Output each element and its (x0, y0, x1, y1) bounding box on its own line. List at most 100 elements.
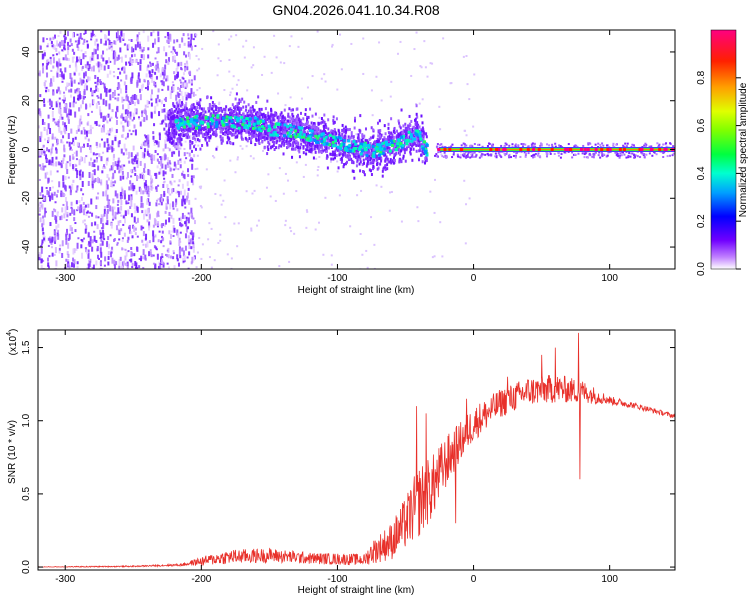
noise-dot (54, 230, 57, 235)
noise-dot (95, 62, 98, 66)
band-dot (202, 128, 205, 132)
noise-dot (101, 229, 104, 235)
noise-dot (122, 33, 125, 40)
band-dot (267, 140, 270, 144)
noise-dot (139, 160, 142, 166)
band-dot (315, 144, 318, 148)
noise-dot (78, 36, 81, 39)
noise-dot (56, 211, 59, 217)
band-dot (281, 119, 284, 123)
noise-dot (178, 249, 181, 256)
noise-dot (168, 45, 171, 48)
noise-dot (138, 88, 141, 93)
band-dot (272, 140, 275, 144)
scatter-dot (245, 190, 248, 193)
noise-dot (107, 113, 110, 118)
scatter-dot (472, 125, 475, 128)
noise-dot (110, 180, 113, 187)
noise-dot (57, 120, 60, 127)
noise-dot (58, 58, 61, 63)
core-dot (345, 148, 349, 152)
band-dot (416, 115, 419, 119)
noise-dot (123, 43, 126, 46)
noise-dot (107, 251, 110, 256)
noise-dot (133, 216, 136, 223)
noise-dot (153, 80, 156, 86)
scatter-dot (275, 115, 278, 118)
noise-dot (94, 221, 97, 226)
band-dot (326, 133, 329, 137)
noise-dot (135, 160, 138, 165)
noise-dot (63, 94, 66, 100)
band-dot (170, 111, 173, 115)
band-dot (299, 118, 302, 122)
noise-dot (172, 235, 175, 238)
noise-dot (107, 30, 110, 36)
noise-dot (126, 132, 129, 137)
noise-dot (100, 63, 103, 68)
band-dot (369, 158, 372, 162)
scatter-dot (224, 216, 227, 219)
band-dot (369, 161, 372, 165)
core-dot (182, 120, 186, 124)
noise-dot (59, 30, 62, 34)
noise-dot (159, 262, 162, 269)
noise-dot (192, 91, 195, 97)
core-dot (194, 123, 198, 127)
band-dot (306, 130, 309, 134)
band-dot (291, 108, 294, 112)
band-dot (309, 107, 312, 111)
scatter-dot (262, 149, 265, 152)
scatter-dot (229, 94, 232, 97)
band-dot (257, 138, 260, 142)
noise-dot (99, 243, 102, 247)
scatter-dot (293, 232, 296, 235)
noise-dot (136, 81, 139, 88)
noise-dot (161, 88, 164, 91)
noise-dot (76, 43, 79, 48)
noise-dot (98, 143, 101, 148)
band-dot (384, 157, 387, 161)
core-dot (188, 124, 192, 128)
noise-dot (135, 108, 138, 115)
noise-dot (150, 153, 153, 159)
noise-dot (91, 176, 94, 181)
noise-dot (140, 54, 143, 59)
noise-dot (72, 257, 75, 262)
band-dot (299, 111, 302, 115)
noise-dot (69, 109, 72, 116)
band-dot (244, 136, 247, 140)
band-dot (376, 157, 379, 161)
band-dot (249, 107, 252, 111)
band-dot (357, 139, 360, 143)
band-dot (322, 119, 325, 123)
scatter-dot (199, 204, 202, 207)
band-dot (283, 143, 286, 147)
noise-dot (103, 209, 106, 215)
scatter-dot (220, 203, 223, 206)
band-dot (298, 131, 301, 135)
scatter-dot (252, 64, 255, 67)
noise-dot (173, 39, 176, 44)
band-dot (236, 135, 239, 139)
noise-dot (118, 230, 121, 236)
band-dot (383, 153, 386, 157)
noise-dot (184, 245, 187, 251)
band-dot (384, 153, 387, 157)
scatter-dot (246, 89, 249, 92)
noise-dot (79, 169, 82, 172)
band-dot (317, 142, 320, 146)
band-dot (191, 112, 194, 116)
band-dot (188, 114, 191, 118)
noise-dot (120, 113, 123, 119)
noise-dot (106, 147, 109, 153)
band-dot (267, 114, 270, 118)
noise-dot (41, 186, 44, 193)
noise-dot (81, 65, 84, 69)
band-dot (414, 118, 417, 122)
noise-dot (161, 253, 164, 258)
band-dot (330, 139, 333, 143)
scatter-dot (300, 97, 303, 100)
noise-dot (62, 75, 65, 80)
noise-dot (187, 217, 190, 224)
